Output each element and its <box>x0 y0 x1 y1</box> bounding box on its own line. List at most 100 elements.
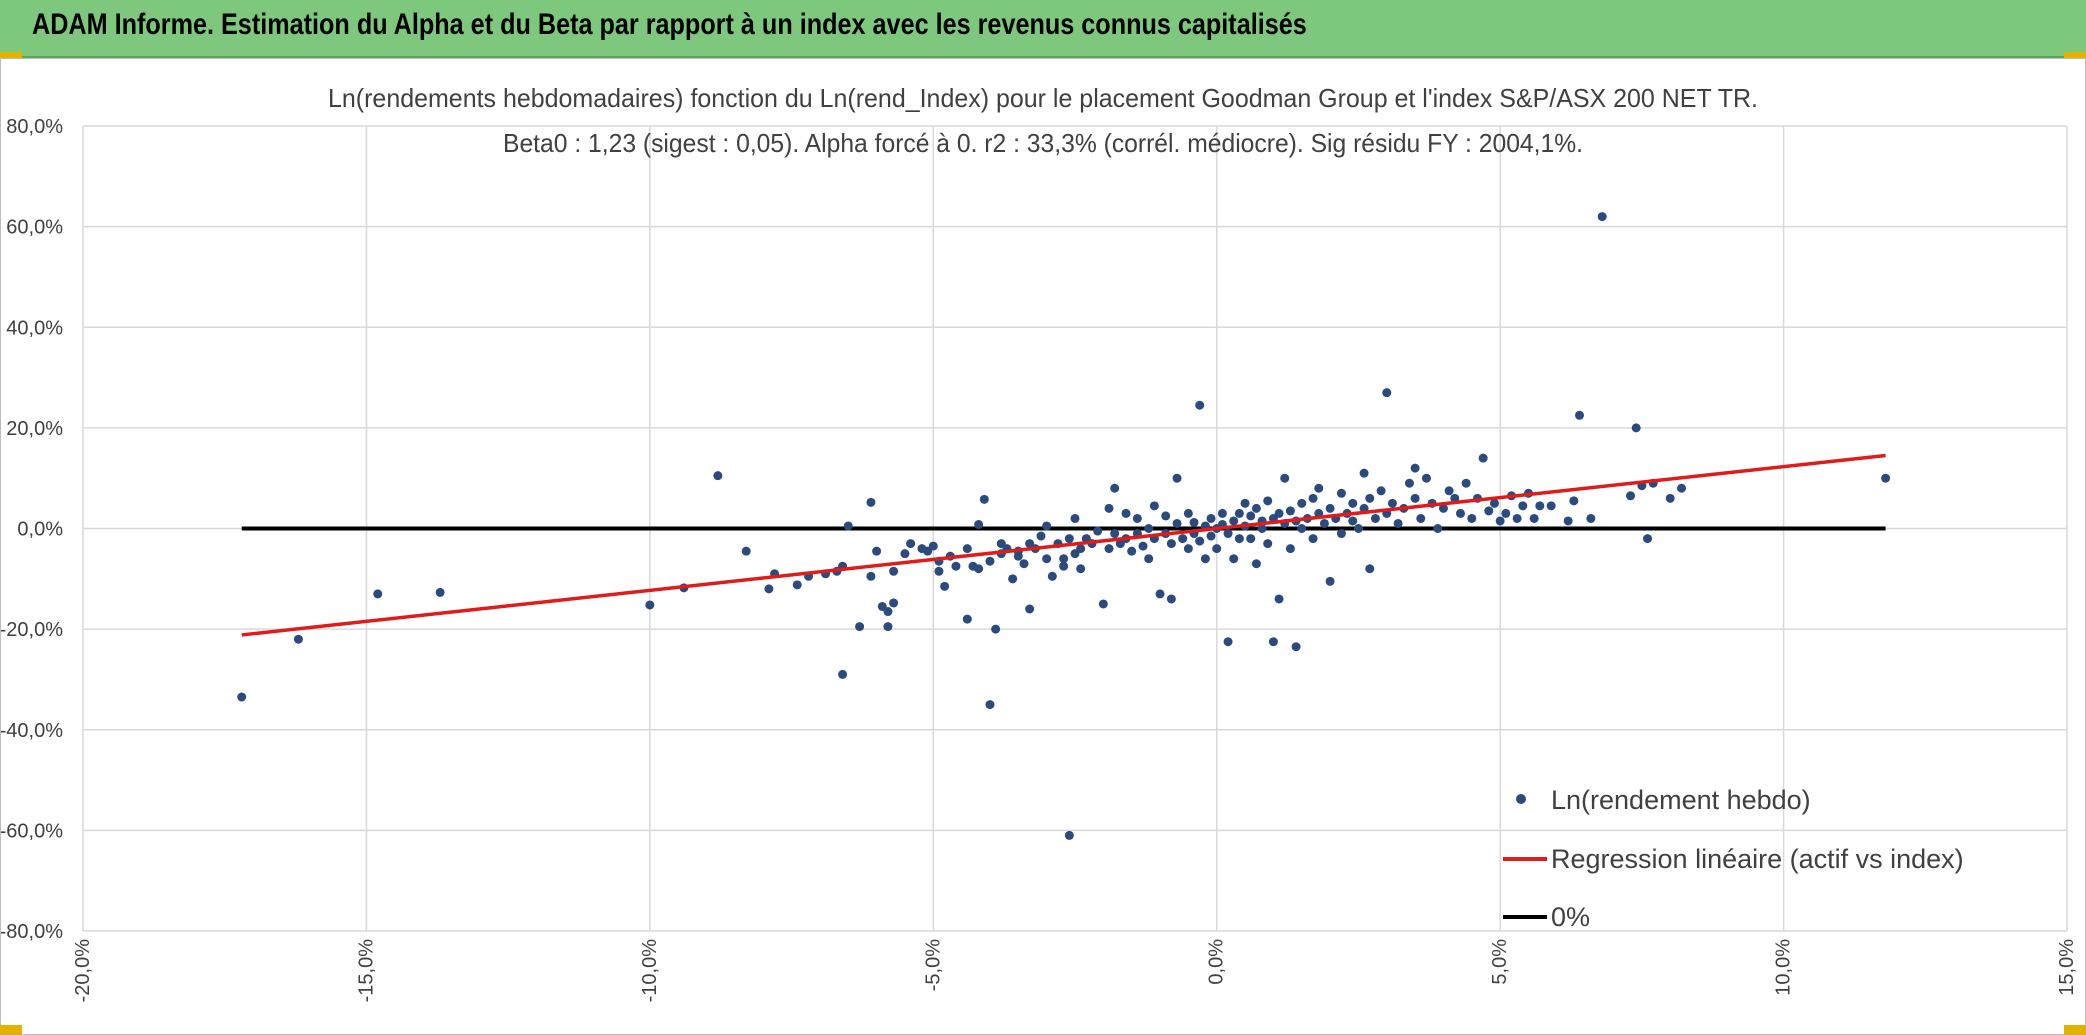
data-point <box>1280 473 1290 483</box>
data-point <box>1217 508 1227 518</box>
data-point <box>1019 559 1029 569</box>
data-point <box>1121 508 1131 518</box>
page-title: ADAM Informe. Estimation du Alpha et du … <box>32 8 1307 41</box>
data-point <box>1110 529 1120 539</box>
data-point <box>1489 498 1499 508</box>
data-point <box>1297 498 1307 508</box>
data-point <box>1268 637 1278 647</box>
data-point <box>1285 506 1295 516</box>
y-tick-label: 0,0% <box>17 519 63 541</box>
data-point <box>1104 503 1114 513</box>
data-point <box>1263 496 1273 506</box>
data-point <box>1348 516 1358 526</box>
data-point <box>1382 388 1392 398</box>
data-point <box>645 600 655 610</box>
chart-frame: -20,0% -15,0% -10,0% -5,0% 0,0% 5,0% 10,0% 15,0… <box>0 58 2086 1035</box>
data-point <box>1643 534 1653 544</box>
x-tick-label: -20,0% <box>72 939 94 1003</box>
header-bar: ADAM Informe. Estimation du Alpha et du … <box>0 0 2086 59</box>
data-point <box>1257 524 1267 533</box>
data-point <box>1336 529 1346 539</box>
data-point <box>1626 491 1636 501</box>
data-point <box>1416 513 1426 523</box>
data-point <box>1376 486 1386 496</box>
data-point <box>792 580 802 590</box>
legend-marker-scatter <box>1516 794 1526 804</box>
corner-marker-bottom-left <box>0 1025 22 1035</box>
data-point <box>1501 508 1511 518</box>
data-point <box>1042 521 1052 531</box>
data-point <box>1070 513 1080 523</box>
data-point <box>1665 493 1675 503</box>
y-tick-label: 80,0% <box>6 116 63 138</box>
data-point <box>1444 486 1454 496</box>
data-point <box>1881 473 1891 483</box>
data-point <box>373 589 383 599</box>
data-point <box>1467 513 1477 523</box>
data-point <box>1093 526 1103 536</box>
data-point <box>1144 524 1154 533</box>
data-point <box>1546 501 1556 511</box>
data-point <box>951 561 961 571</box>
y-tick-label: -60,0% <box>1 820 63 842</box>
data-point <box>1308 493 1318 503</box>
data-point <box>1569 496 1579 506</box>
data-point <box>1297 524 1307 533</box>
y-axis-labels: -80,0% -60,0% -40,0% -20,0% 0,0% 20,0% 40,0% 60… <box>1 116 63 943</box>
data-point <box>1478 453 1488 463</box>
data-point <box>1183 508 1193 518</box>
data-point <box>866 497 876 507</box>
data-point <box>1365 564 1375 574</box>
y-tick-label: 20,0% <box>6 418 63 440</box>
scatter-points <box>237 212 1891 840</box>
data-point <box>1246 511 1256 521</box>
data-point <box>843 521 853 531</box>
data-point <box>764 584 774 594</box>
data-point <box>1677 483 1687 493</box>
data-point <box>435 587 445 597</box>
data-point <box>1223 529 1233 539</box>
data-point <box>1212 544 1222 554</box>
y-tick-label: 60,0% <box>6 217 63 239</box>
data-point <box>889 598 899 608</box>
x-tick-label: -10,0% <box>639 939 661 1003</box>
data-point <box>1144 554 1154 564</box>
data-point <box>1365 493 1375 503</box>
data-point <box>1461 478 1471 488</box>
data-point <box>741 546 751 556</box>
legend-label-zero: 0% <box>1551 902 1590 932</box>
data-point <box>1008 574 1018 584</box>
data-point <box>940 581 950 591</box>
data-point <box>237 692 247 702</box>
corner-marker-top-left <box>0 52 22 62</box>
chart-title-line-1: Ln(rendements hebdomadaires) fonction du… <box>328 83 1758 113</box>
data-point <box>1042 554 1052 564</box>
data-point <box>1076 564 1086 574</box>
data-point <box>1597 212 1607 222</box>
data-point <box>962 544 972 554</box>
data-point <box>1047 571 1057 581</box>
data-point <box>1229 554 1239 564</box>
data-point <box>1064 830 1074 840</box>
data-point <box>1036 531 1046 541</box>
data-point <box>293 634 303 644</box>
x-tick-label: -5,0% <box>922 939 944 991</box>
data-point <box>1240 498 1250 508</box>
data-point <box>1319 518 1329 528</box>
data-point <box>1455 508 1465 518</box>
data-point <box>1518 501 1528 511</box>
data-point <box>713 471 723 481</box>
data-point <box>1110 483 1120 493</box>
data-point <box>1138 541 1148 551</box>
regression-layer <box>241 453 1886 637</box>
chart-title-line-2: Beta0 : 1,23 (sigest : 0,05). Alpha forc… <box>503 128 1583 158</box>
data-point <box>985 700 995 710</box>
data-point <box>1285 544 1295 554</box>
data-point <box>1246 534 1256 544</box>
data-point <box>1251 503 1261 513</box>
x-tick-label: 0,0% <box>1206 939 1228 985</box>
y-tick-label: -40,0% <box>1 720 63 742</box>
data-point <box>1274 594 1284 604</box>
data-point <box>1127 546 1137 556</box>
data-point <box>1234 508 1244 518</box>
